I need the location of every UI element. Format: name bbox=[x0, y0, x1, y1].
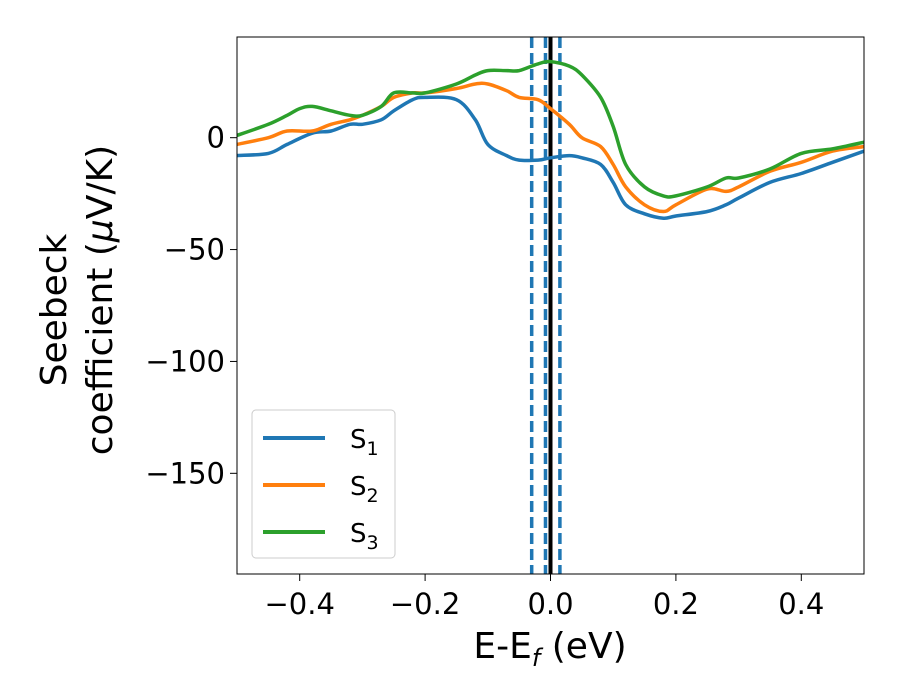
x-tick-label: 0.0 bbox=[527, 587, 573, 621]
x-tick-label: 0.4 bbox=[778, 587, 824, 621]
y-tick-label: −150 bbox=[145, 456, 225, 490]
x-tick-label: 0.2 bbox=[653, 587, 699, 621]
y-axis-title-line1: Seebeck bbox=[34, 233, 75, 386]
y-axis-title-line2: coefficient (μV/K) bbox=[80, 145, 121, 455]
x-axis-ticks: −0.4 −0.2 0.0 0.2 0.4 bbox=[264, 574, 824, 621]
legend-label-s3: S3 bbox=[350, 519, 379, 554]
legend: S1 S2 S3 bbox=[251, 409, 396, 559]
x-tick-label: −0.4 bbox=[264, 587, 334, 621]
y-axis-title: Seebeck coefficient (μV/K) bbox=[34, 145, 121, 455]
series-line-s2 bbox=[237, 81, 864, 214]
x-axis-title: E-Ef (eV) bbox=[473, 626, 626, 672]
y-tick-label: −50 bbox=[164, 233, 225, 267]
y-tick-label: −100 bbox=[145, 344, 225, 378]
legend-label-s1: S1 bbox=[350, 425, 379, 460]
plot-area bbox=[236, 36, 865, 575]
series-line-s1 bbox=[237, 95, 864, 221]
y-tick-label: 0 bbox=[207, 121, 225, 155]
series-lines bbox=[237, 59, 864, 221]
x-tick-label: −0.2 bbox=[390, 587, 460, 621]
series-line-s3 bbox=[237, 59, 864, 199]
legend-label-s2: S2 bbox=[350, 472, 379, 507]
vertical-reference-lines bbox=[529, 37, 562, 574]
y-axis-ticks: 0 −50 −100 −150 bbox=[145, 121, 237, 490]
